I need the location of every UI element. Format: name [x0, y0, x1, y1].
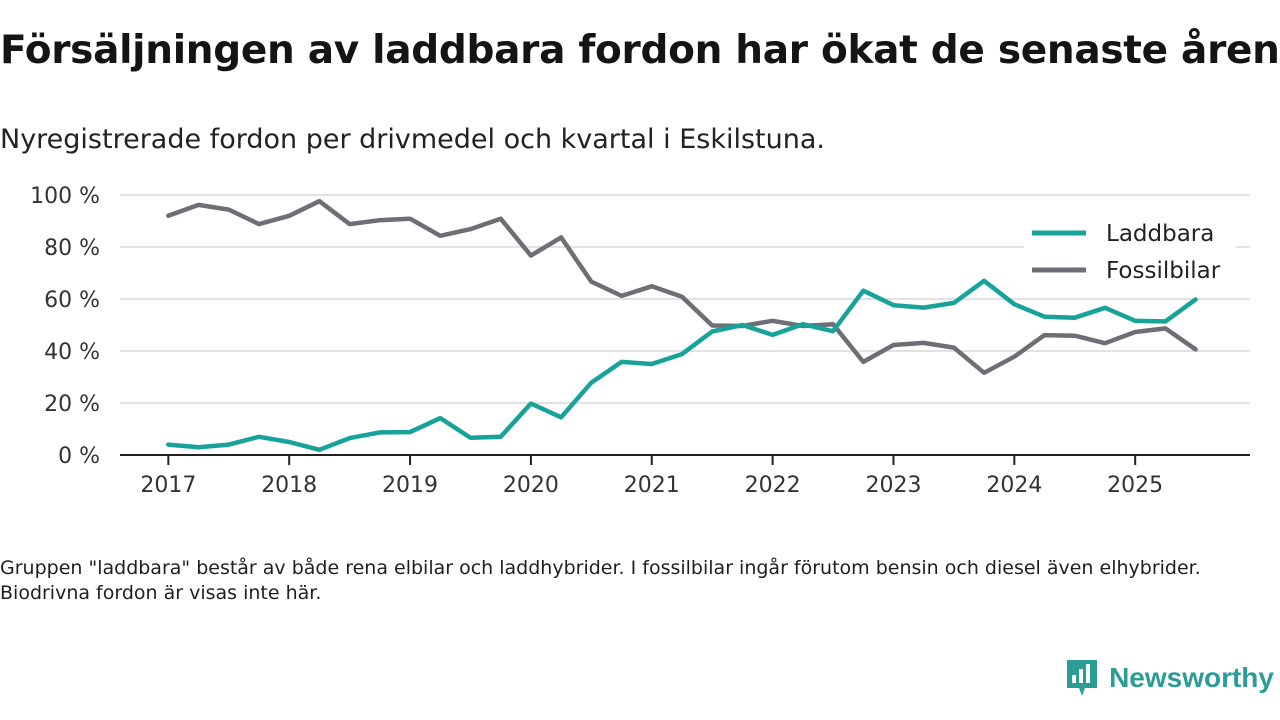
y-tick-label: 60 %: [44, 288, 100, 313]
legend-label-laddbara: Laddbara: [1106, 221, 1214, 247]
y-tick-label: 0 %: [58, 444, 100, 469]
series-line-laddbara: [166, 278, 1198, 453]
brand-logo: Newsworthy: [1065, 658, 1274, 698]
chart-title: Försäljningen av laddbara fordon har öka…: [0, 28, 1280, 73]
x-tick-label: 2022: [745, 473, 801, 498]
series-line-fossil: [166, 198, 1198, 376]
x-tick-label: 2023: [865, 473, 921, 498]
y-tick-label: 40 %: [44, 340, 100, 365]
x-tick-label: 2021: [624, 473, 680, 498]
line-chart: 0 % 20 % 40 % 60 % 80 % 100 % 2017 2018 2019 202…: [30, 184, 1250, 498]
y-axis-tick-labels: 0 % 20 % 40 % 60 % 80 % 100 %: [30, 184, 100, 469]
x-tick-label: 2025: [1107, 473, 1163, 498]
chart-subtitle: Nyregistrerade fordon per drivmedel och …: [0, 124, 825, 155]
series-lines: [166, 198, 1198, 453]
x-tick-label: 2017: [140, 473, 196, 498]
x-axis: 2017 2018 2019 2020 2021 2022 2023 2024 2025: [120, 454, 1250, 498]
legend-label-fossil: Fossilbilar: [1106, 258, 1221, 284]
x-tick-label: 2024: [986, 473, 1042, 498]
brand-name: Newsworthy: [1109, 662, 1274, 693]
footnote: Gruppen "laddbara" består av både rena e…: [0, 557, 1201, 604]
x-tick-label: 2020: [503, 473, 559, 498]
legend: Laddbara Fossilbilar: [1024, 209, 1236, 297]
y-tick-label: 20 %: [44, 392, 100, 417]
x-tick-label: 2019: [382, 473, 438, 498]
y-tick-label: 80 %: [44, 236, 100, 261]
newsworthy-logo-icon: [1067, 660, 1098, 696]
y-tick-label: 100 %: [30, 184, 100, 209]
legend-background: [1024, 209, 1236, 297]
x-tick-label: 2018: [261, 473, 317, 498]
